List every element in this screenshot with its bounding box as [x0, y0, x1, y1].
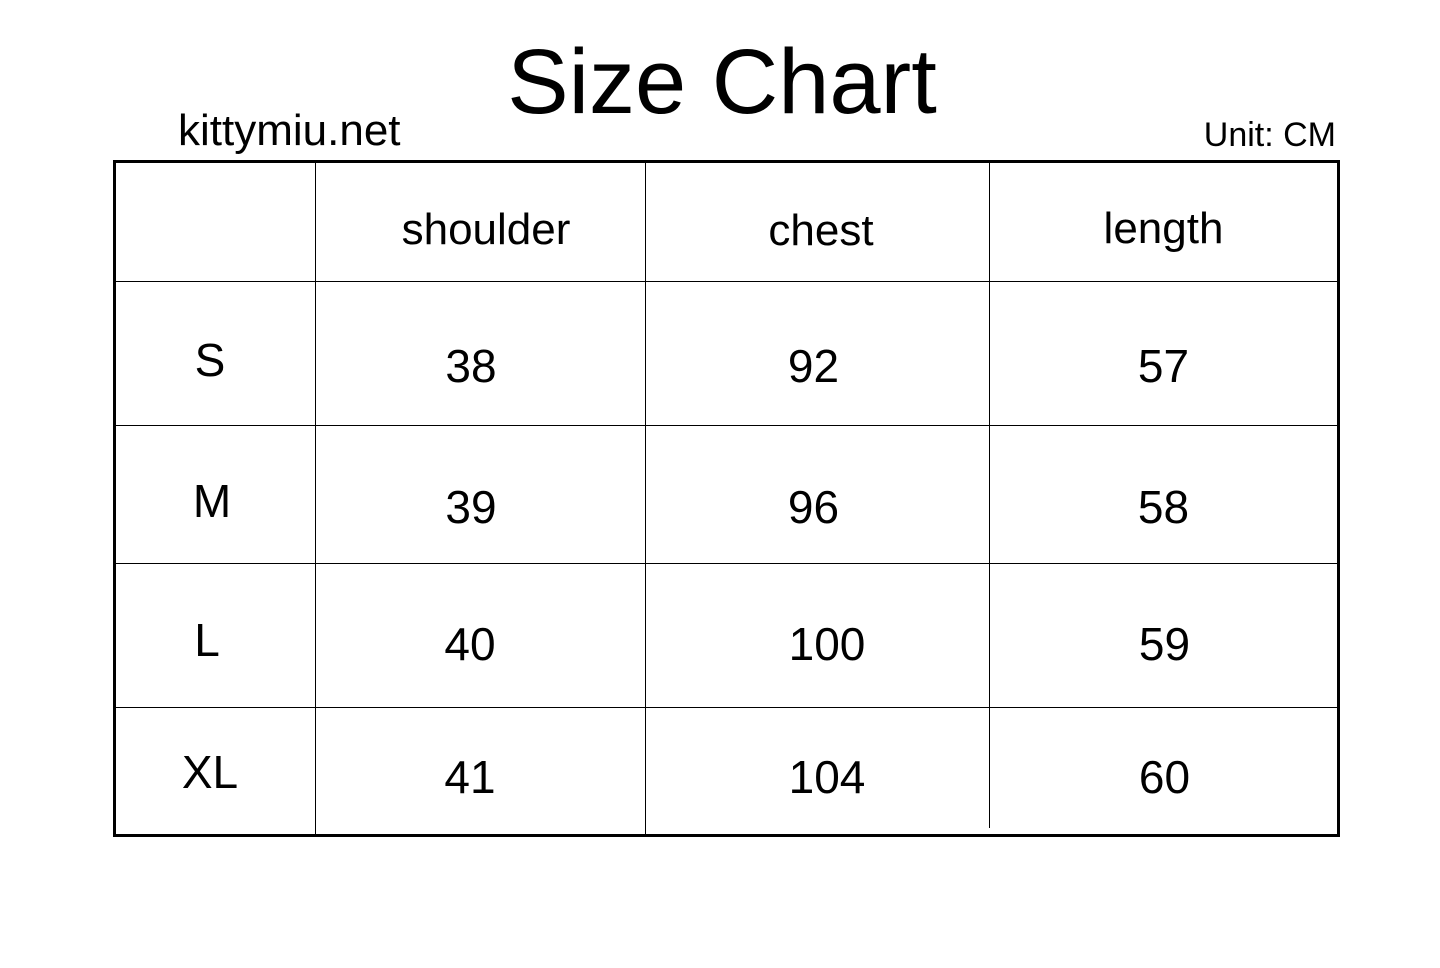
size-label: M	[192, 475, 232, 527]
value-cell: 100	[788, 618, 866, 670]
column-divider	[315, 163, 316, 834]
value-cell: 92	[787, 340, 840, 392]
header-chest: chest	[768, 206, 874, 255]
size-label: L	[194, 614, 220, 666]
value-cell: 57	[1137, 340, 1190, 392]
row-divider	[116, 707, 1337, 708]
row-divider	[116, 425, 1337, 426]
value-cell: 58	[1137, 481, 1190, 533]
value-cell: 104	[788, 751, 866, 803]
page-title: Size Chart	[507, 31, 937, 133]
unit-label: Unit: CM	[1203, 116, 1336, 154]
site-name: kittymiu.net	[178, 106, 401, 155]
value-cell: 40	[444, 618, 496, 670]
value-cell: 38	[445, 340, 497, 392]
column-divider	[989, 163, 990, 828]
value-cell: 39	[445, 481, 497, 533]
header-shoulder: shoulder	[401, 205, 571, 254]
size-label: S	[194, 334, 226, 386]
row-divider	[116, 563, 1337, 564]
size-label: XL	[181, 746, 239, 798]
value-cell: 96	[787, 481, 840, 533]
value-cell: 41	[444, 751, 496, 803]
column-divider	[645, 163, 646, 834]
row-divider	[116, 281, 1337, 282]
value-cell: 59	[1138, 618, 1191, 670]
value-cell: 60	[1138, 751, 1191, 803]
header-length: length	[1103, 204, 1224, 253]
size-table: shoulder chest length S 38 92 57 M 39 96…	[113, 160, 1340, 837]
